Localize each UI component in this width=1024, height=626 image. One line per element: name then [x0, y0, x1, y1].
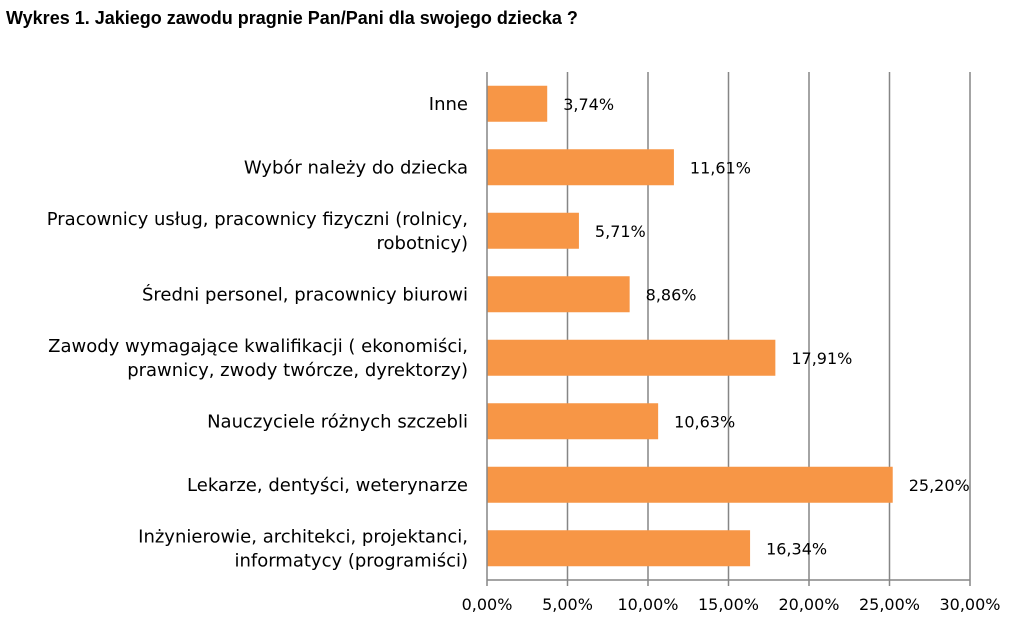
category-label-5: Nauczyciele różnych szczebli [207, 411, 468, 432]
x-tick-label-6: 30,00% [939, 595, 1000, 614]
category-label-0: Inne [429, 94, 468, 115]
category-label-6: Lekarze, dentyści, weterynarze [187, 475, 468, 496]
value-label-1: 11,61% [690, 158, 751, 177]
x-tick-label-2: 10,00% [617, 595, 678, 614]
category-label-7: Inżynierowie, architekci, projektanci, in… [138, 526, 468, 571]
value-label-2: 5,71% [595, 222, 646, 241]
bar-4 [487, 339, 776, 376]
bar-6 [487, 466, 893, 503]
bar-7 [487, 530, 751, 567]
x-tick-label-5: 25,00% [859, 595, 920, 614]
x-tick-label-4: 20,00% [778, 595, 839, 614]
category-label-4: Zawody wymagające kwalifikacji ( ekonomi… [48, 336, 468, 381]
x-tick-label-1: 5,00% [542, 595, 593, 614]
bar-5 [487, 403, 659, 440]
value-label-5: 10,63% [674, 412, 735, 431]
chart-title: Wykres 1. Jakiego zawodu pragnie Pan/Pan… [6, 8, 578, 28]
x-tick-label-0: 0,00% [462, 595, 513, 614]
category-label-2: Pracownicy usług, pracownicy fizyczni (r… [47, 209, 468, 254]
value-label-4: 17,91% [791, 349, 852, 368]
bar-2 [487, 212, 579, 249]
value-label-6: 25,20% [909, 476, 970, 495]
bar-1 [487, 149, 674, 186]
bar-3 [487, 276, 630, 313]
x-tick-label-3: 15,00% [698, 595, 759, 614]
category-label-3: Średni personel, pracownicy biurowi [142, 283, 468, 305]
value-label-3: 8,86% [646, 285, 697, 304]
value-label-7: 16,34% [766, 539, 827, 558]
bar-0 [487, 85, 548, 122]
value-label-0: 3,74% [563, 95, 614, 114]
category-label-1: Wybór należy do dziecka [244, 157, 468, 178]
